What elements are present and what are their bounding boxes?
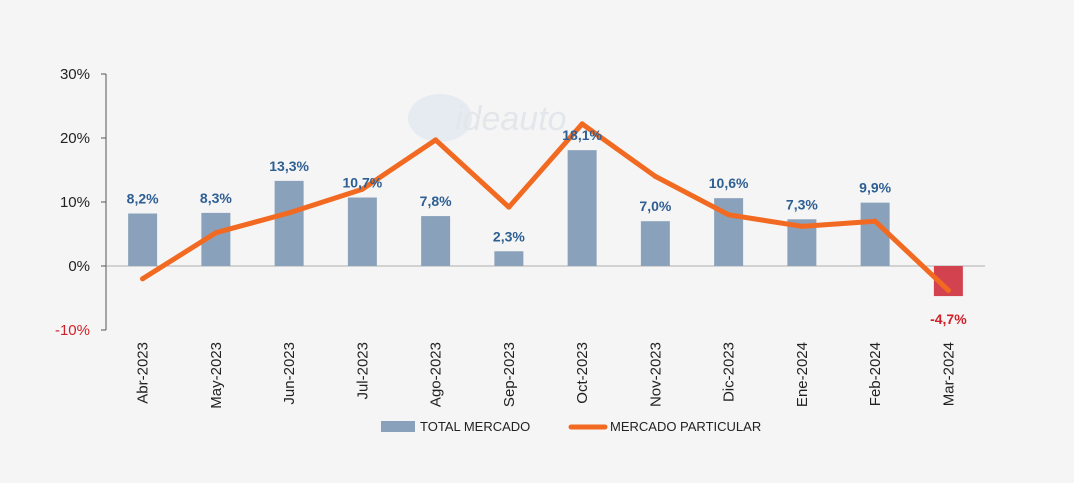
data-label-ago-2023: 7,8% xyxy=(420,193,452,209)
y-tick-label: 0% xyxy=(68,258,90,275)
data-label-mar-2024: -4,7% xyxy=(930,311,967,327)
watermark-logo: ideauto xyxy=(408,94,567,142)
x-tick-label: Sep-2023 xyxy=(501,342,518,407)
legend: TOTAL MERCADO MERCADO PARTICULAR xyxy=(381,419,761,434)
line-point-jun-2023 xyxy=(286,210,292,216)
data-label-nov-2023: 7,0% xyxy=(639,198,671,214)
data-label-jun-2023: 13,3% xyxy=(269,158,309,174)
bar-abr-2023 xyxy=(128,213,158,266)
line-point-may-2023 xyxy=(213,230,219,236)
data-label-may-2023: 8,3% xyxy=(200,190,232,206)
bar-feb-2024 xyxy=(860,202,890,266)
line-point-ene-2024 xyxy=(799,223,805,229)
line-point-mar-2024 xyxy=(945,287,951,293)
x-tick-label: Mar-2024 xyxy=(940,342,957,406)
x-tick-label: Jun-2023 xyxy=(281,342,298,405)
bar-ago-2023 xyxy=(421,216,451,266)
legend-swatch-total-mercado xyxy=(381,421,415,432)
line-series-mercado-particular xyxy=(140,121,951,293)
line-point-abr-2023 xyxy=(140,276,146,282)
data-label-ene-2024: 7,3% xyxy=(786,196,818,212)
bar-sep-2023 xyxy=(494,251,524,266)
bar-oct-2023 xyxy=(567,150,597,266)
line-path xyxy=(140,121,951,293)
x-tick-label: Nov-2023 xyxy=(647,342,664,407)
y-tick-label: -10% xyxy=(55,322,90,339)
axes: -10% 0% 10% 20% 30% xyxy=(55,66,985,339)
x-tick-label: Ago-2023 xyxy=(428,342,445,407)
data-label-oct-2023: 18,1% xyxy=(562,127,602,143)
line-point-feb-2024 xyxy=(872,218,878,224)
data-label-sep-2023: 2,3% xyxy=(493,228,525,244)
category-labels: Abr-2023 May-2023 Jun-2023 Jul-2023 Ago-2023… xyxy=(135,342,958,409)
line-point-dic-2023 xyxy=(726,212,732,218)
y-tick-label: 10% xyxy=(60,194,90,211)
line-point-ago-2023 xyxy=(433,137,439,143)
bar-jun-2023 xyxy=(274,180,304,266)
data-label-feb-2024: 9,9% xyxy=(859,180,891,196)
legend-label-mercado-particular: MERCADO PARTICULAR xyxy=(610,419,761,434)
x-tick-label: Jul-2023 xyxy=(354,342,371,400)
data-label-dic-2023: 10,6% xyxy=(709,175,749,191)
y-tick-label: 30% xyxy=(60,66,90,83)
legend-label-total-mercado: TOTAL MERCADO xyxy=(420,419,530,434)
x-tick-label: Ene-2024 xyxy=(794,342,811,407)
data-label-jul-2023: 10,7% xyxy=(343,175,383,191)
data-label-abr-2023: 8,2% xyxy=(127,191,159,207)
x-tick-label: Abr-2023 xyxy=(135,342,152,404)
line-point-oct-2023 xyxy=(579,121,585,127)
x-tick-label: Oct-2023 xyxy=(574,342,591,404)
line-point-nov-2023 xyxy=(652,173,658,179)
bar-nov-2023 xyxy=(640,221,670,266)
watermark-logo-text: ideauto xyxy=(455,100,567,138)
x-tick-label: Dic-2023 xyxy=(721,342,738,402)
line-point-jul-2023 xyxy=(359,186,365,192)
line-point-sep-2023 xyxy=(506,204,512,210)
x-tick-label: Feb-2024 xyxy=(867,342,884,406)
x-tick-label: May-2023 xyxy=(208,342,225,409)
data-labels: 8,2% 8,3% 13,3% 10,7% 7,8% 2,3% 18,1% 7,0% 10,6%… xyxy=(127,127,968,327)
bar-jul-2023 xyxy=(347,197,377,266)
y-tick-label: 20% xyxy=(60,130,90,147)
watermark-logo-shape xyxy=(408,94,472,142)
